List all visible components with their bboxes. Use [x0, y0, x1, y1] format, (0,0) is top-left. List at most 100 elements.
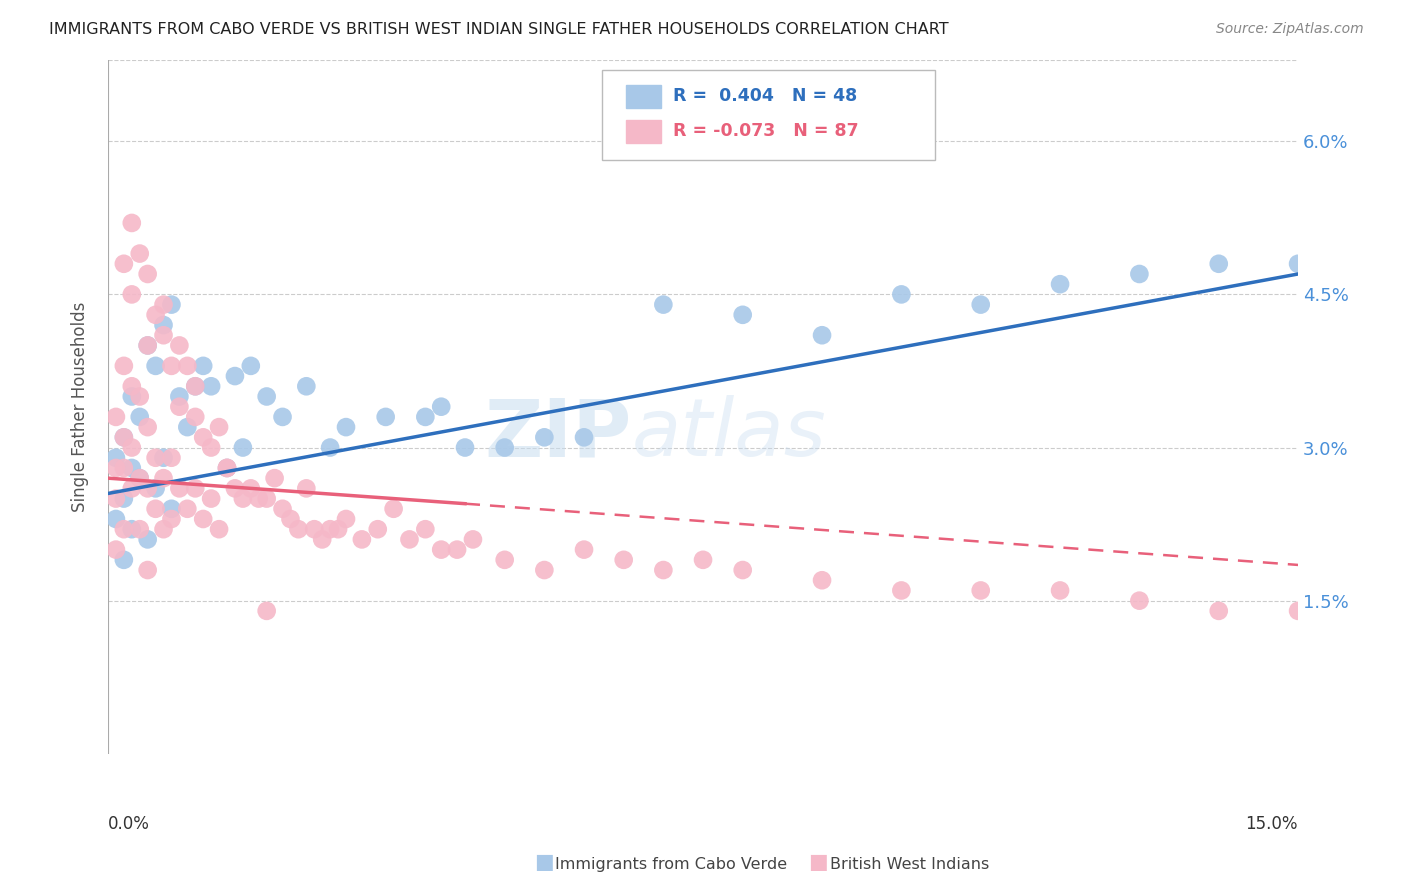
Point: [152, 328, 174, 343]
Point: [112, 257, 135, 271]
Point: [193, 359, 215, 373]
Text: R = -0.073   N = 87: R = -0.073 N = 87: [673, 122, 859, 140]
Point: [104, 409, 127, 424]
Point: [169, 389, 191, 403]
Point: [112, 430, 135, 444]
Point: [145, 481, 167, 495]
Bar: [626, 120, 661, 143]
Point: [319, 441, 342, 455]
Point: [1128, 267, 1150, 281]
Point: [454, 441, 477, 455]
Point: [152, 522, 174, 536]
Point: [247, 491, 270, 506]
Point: [239, 481, 262, 495]
Point: [128, 246, 150, 260]
Point: [398, 533, 420, 547]
Point: [112, 430, 135, 444]
Point: [160, 450, 183, 465]
Point: [533, 430, 555, 444]
Point: [415, 522, 437, 536]
Point: [121, 216, 143, 230]
Point: [128, 471, 150, 485]
Point: [280, 512, 302, 526]
Point: [224, 369, 246, 384]
Point: [256, 389, 278, 403]
Point: [200, 379, 222, 393]
Point: [112, 491, 135, 506]
Point: [145, 308, 167, 322]
Point: [152, 471, 174, 485]
Point: [970, 297, 993, 311]
Point: [1286, 604, 1309, 618]
Point: [494, 553, 516, 567]
Point: [104, 450, 127, 465]
Point: [326, 522, 349, 536]
Point: [104, 491, 127, 506]
Text: R =  0.404   N = 48: R = 0.404 N = 48: [673, 87, 858, 105]
Point: [145, 501, 167, 516]
Text: 0.0%: 0.0%: [108, 815, 150, 833]
Point: [152, 318, 174, 332]
Point: [215, 461, 238, 475]
Point: [160, 359, 183, 373]
Point: [382, 501, 405, 516]
Point: [533, 563, 555, 577]
Point: [136, 481, 159, 495]
Point: [295, 481, 318, 495]
Point: [731, 308, 754, 322]
Point: [304, 522, 326, 536]
Point: [112, 553, 135, 567]
Point: [121, 481, 143, 495]
Point: [176, 501, 198, 516]
Point: [287, 522, 309, 536]
Point: [193, 430, 215, 444]
Text: atlas: atlas: [631, 395, 827, 474]
Point: [239, 359, 262, 373]
Point: [692, 553, 714, 567]
Point: [208, 420, 231, 434]
Point: [1208, 604, 1230, 618]
Point: [169, 338, 191, 352]
Point: [128, 471, 150, 485]
Point: [136, 533, 159, 547]
Point: [184, 379, 207, 393]
Point: [215, 461, 238, 475]
Point: [193, 512, 215, 526]
Point: [145, 450, 167, 465]
Point: [169, 400, 191, 414]
Point: [176, 359, 198, 373]
Point: [200, 441, 222, 455]
Point: [232, 491, 254, 506]
Point: [121, 441, 143, 455]
Point: [256, 491, 278, 506]
Text: British West Indians: British West Indians: [830, 857, 988, 872]
Point: [128, 522, 150, 536]
Point: [176, 420, 198, 434]
Text: ZIP: ZIP: [485, 395, 631, 474]
Text: Immigrants from Cabo Verde: Immigrants from Cabo Verde: [555, 857, 787, 872]
Point: [145, 359, 167, 373]
Bar: [626, 86, 661, 108]
Point: [494, 441, 516, 455]
Point: [215, 461, 238, 475]
Point: [136, 563, 159, 577]
Point: [890, 287, 912, 301]
Point: [224, 481, 246, 495]
Point: [1128, 593, 1150, 607]
Text: Source: ZipAtlas.com: Source: ZipAtlas.com: [1216, 22, 1364, 37]
Point: [160, 297, 183, 311]
Point: [350, 533, 373, 547]
Point: [160, 501, 183, 516]
Point: [430, 400, 453, 414]
Point: [415, 409, 437, 424]
Point: [572, 430, 595, 444]
Point: [136, 420, 159, 434]
Text: IMMIGRANTS FROM CABO VERDE VS BRITISH WEST INDIAN SINGLE FATHER HOUSEHOLDS CORRE: IMMIGRANTS FROM CABO VERDE VS BRITISH WE…: [49, 22, 949, 37]
Point: [184, 379, 207, 393]
Point: [271, 409, 294, 424]
Point: [232, 441, 254, 455]
Point: [263, 471, 285, 485]
Point: [104, 461, 127, 475]
Point: [811, 328, 834, 343]
Text: ■: ■: [808, 853, 828, 872]
